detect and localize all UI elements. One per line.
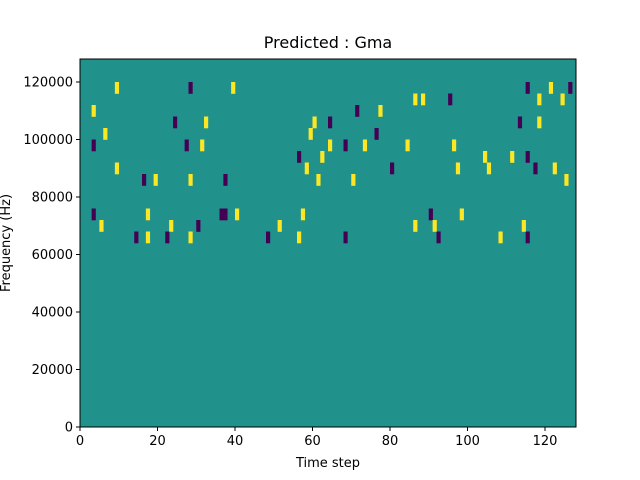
heatmap-cell bbox=[510, 151, 515, 163]
heatmap-cell bbox=[312, 116, 317, 129]
heatmap-cell bbox=[498, 231, 503, 244]
heatmap-cell bbox=[99, 220, 104, 232]
heatmap-cell bbox=[204, 116, 209, 129]
heatmap-cell bbox=[304, 162, 309, 175]
heatmap-cell bbox=[200, 139, 205, 152]
heatmap-cell bbox=[343, 139, 348, 152]
heatmap-cell bbox=[390, 162, 395, 175]
y-tick-label: 80000 bbox=[32, 191, 73, 206]
heatmap-cell bbox=[378, 105, 383, 117]
heatmap-cell bbox=[231, 82, 236, 94]
heatmap-cell bbox=[537, 116, 542, 129]
plot-frame bbox=[79, 58, 577, 428]
x-tick-label: 0 bbox=[76, 434, 84, 449]
y-tick-label: 120000 bbox=[23, 76, 73, 91]
heatmap-cell bbox=[483, 151, 488, 163]
y-tick-label: 20000 bbox=[32, 363, 73, 378]
heatmap-cell bbox=[374, 128, 379, 140]
heatmap-cell bbox=[560, 93, 565, 106]
heatmap-cell bbox=[525, 231, 530, 244]
heatmap-cell bbox=[142, 174, 147, 186]
heatmap-cell bbox=[316, 174, 321, 186]
heatmap-cell bbox=[459, 208, 464, 221]
heatmap-cell bbox=[266, 231, 271, 244]
heatmap-cell bbox=[568, 82, 573, 94]
heatmap-cell bbox=[91, 208, 96, 221]
heatmap-cell bbox=[320, 151, 325, 163]
heatmap-cell bbox=[517, 116, 523, 129]
heatmap-cell bbox=[153, 174, 158, 186]
y-axis-title: Frequency (Hz) bbox=[0, 194, 14, 292]
heatmap-cell bbox=[525, 82, 530, 94]
x-tick-label: 80 bbox=[382, 434, 399, 449]
heatmap-cell bbox=[173, 116, 178, 129]
heatmap-cell bbox=[308, 128, 313, 140]
heatmap-cell bbox=[114, 162, 120, 175]
heatmap-cell bbox=[421, 93, 426, 106]
heatmap-cell bbox=[564, 174, 569, 186]
heatmap-cell bbox=[223, 208, 228, 221]
heatmap-cell bbox=[525, 151, 530, 163]
heatmap-cell bbox=[188, 82, 193, 94]
heatmap-cell bbox=[145, 208, 151, 221]
heatmap-cell bbox=[91, 139, 96, 152]
plot-area bbox=[79, 58, 577, 428]
x-axis: 0 20 40 60 80 100 120 bbox=[76, 427, 558, 449]
heatmap-cell bbox=[521, 220, 526, 232]
heatmap-cell bbox=[362, 139, 368, 152]
heatmap-cell bbox=[351, 174, 356, 186]
y-tick-label: 100000 bbox=[23, 133, 73, 148]
chart-title: Predicted : Gma bbox=[264, 33, 392, 52]
y-axis: 0 20000 40000 60000 80000 100000 120000 bbox=[23, 76, 80, 436]
heatmap-cell bbox=[533, 162, 538, 175]
heatmap-cell bbox=[548, 82, 554, 94]
heatmap-cell bbox=[436, 231, 441, 244]
heatmap-cell bbox=[328, 139, 333, 152]
heatmap-cell bbox=[219, 208, 224, 221]
heatmap-cell bbox=[165, 231, 170, 244]
heatmap-cell bbox=[169, 220, 174, 232]
x-tick-label: 60 bbox=[304, 434, 321, 449]
heatmap-cell bbox=[452, 139, 457, 152]
heatmap-cell bbox=[328, 116, 333, 129]
heatmap-cell bbox=[405, 139, 410, 152]
heatmap-cell bbox=[103, 128, 108, 140]
heatmap-cell bbox=[432, 220, 437, 232]
heatmap-cell bbox=[223, 174, 228, 186]
heatmap-cell bbox=[413, 93, 418, 106]
heatmap-cell bbox=[413, 220, 418, 232]
heatmap-cell bbox=[196, 220, 201, 232]
y-tick-label: 60000 bbox=[32, 248, 73, 263]
heatmap-cell bbox=[455, 162, 461, 175]
heatmap-cell bbox=[297, 231, 302, 244]
x-tick-label: 20 bbox=[149, 434, 166, 449]
heatmap-cell bbox=[134, 231, 139, 244]
heatmap-cell bbox=[188, 231, 193, 244]
heatmap-cell bbox=[91, 105, 96, 117]
heatmap-cell bbox=[355, 105, 360, 117]
heatmap-cell bbox=[537, 93, 542, 106]
x-tick-label: 40 bbox=[227, 434, 244, 449]
heatmap-cell bbox=[297, 151, 302, 163]
heatmap-cell bbox=[184, 139, 189, 152]
heatmap-cell bbox=[277, 220, 282, 232]
heatmap-cell bbox=[448, 93, 453, 106]
heatmap-cell bbox=[145, 231, 151, 244]
heatmap-cell bbox=[428, 208, 433, 221]
heatmap-cell bbox=[343, 231, 348, 244]
heatmap-cell bbox=[114, 82, 120, 94]
y-tick-label: 40000 bbox=[32, 306, 73, 321]
x-axis-title: Time step bbox=[295, 456, 360, 471]
heatmap-cell bbox=[552, 162, 557, 175]
heatmap-cell bbox=[300, 208, 306, 221]
y-tick-label: 0 bbox=[65, 421, 73, 436]
x-tick-label: 100 bbox=[455, 434, 480, 449]
heatmap-cell bbox=[188, 174, 193, 186]
heatmap-cell bbox=[486, 162, 492, 175]
heatmap-cell bbox=[235, 208, 240, 221]
x-tick-label: 120 bbox=[533, 434, 558, 449]
